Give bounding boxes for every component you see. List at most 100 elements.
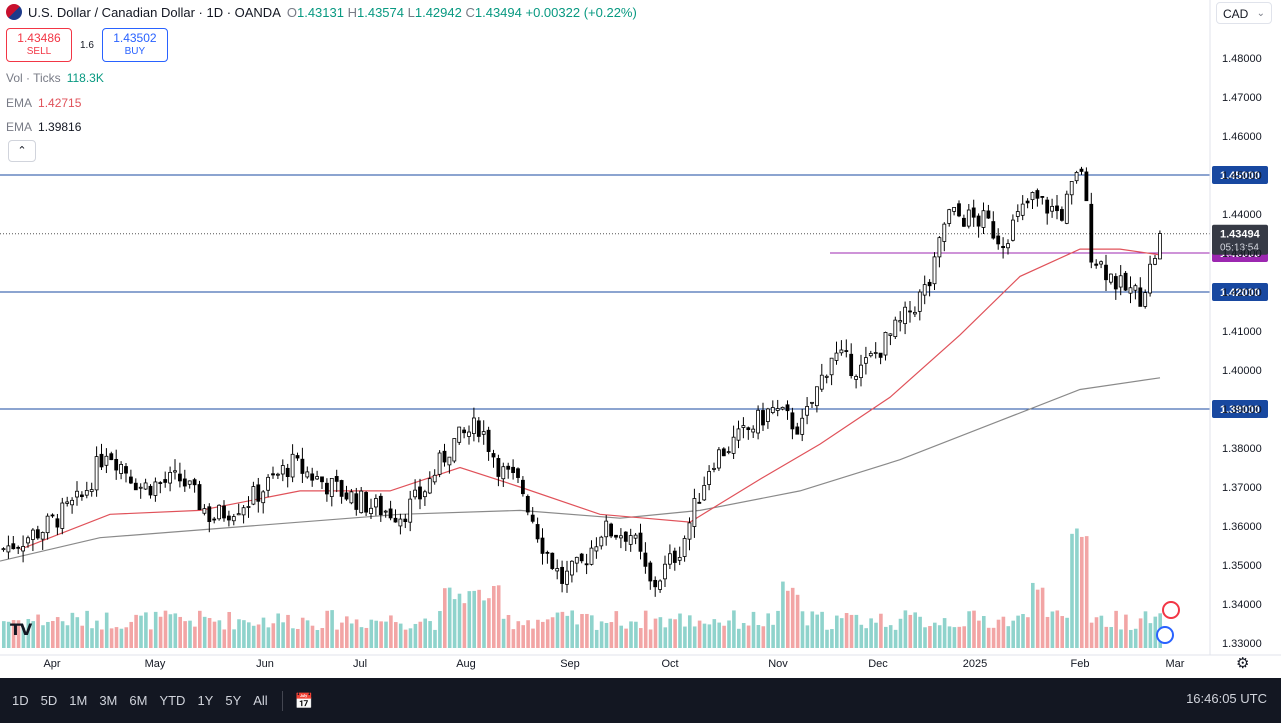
candle-body [1055, 205, 1059, 212]
volume-bar [683, 626, 687, 648]
candle-body [859, 364, 863, 379]
canada-event-icon[interactable] [1162, 601, 1180, 619]
volume-bar [937, 625, 942, 648]
volume-bar [952, 627, 957, 648]
symbol-title[interactable]: U.S. Dollar / Canadian Dollar · 1D · OAN… [28, 4, 281, 20]
volume-bar [942, 618, 947, 648]
chart-settings-gear-icon[interactable]: ⚙ [1236, 655, 1250, 672]
volume-bar [751, 611, 756, 648]
ema2-legend[interactable]: EMA 1.39816 [6, 120, 81, 134]
us-event-icon[interactable] [1156, 626, 1174, 644]
volume-bar [506, 614, 511, 648]
range-ytd[interactable]: YTD [159, 693, 186, 708]
price-chart[interactable]: 1.45000 1.42000 1.39000 1.43000 1.43494 05:13… [0, 0, 1281, 678]
ohlc-close: 1.43494 [474, 4, 522, 20]
candle-body [55, 518, 60, 528]
range-6m[interactable]: 6M [129, 693, 148, 708]
volume-bar [423, 618, 427, 648]
volume-bar [1119, 629, 1123, 648]
candle-body [917, 291, 922, 312]
volume-bar [1133, 628, 1138, 648]
y-tick-label: 1.38000 [1222, 443, 1262, 455]
candle-body [707, 471, 711, 485]
y-tick-label: 1.41000 [1222, 326, 1262, 338]
candle-body [819, 374, 824, 390]
volume-bar [340, 622, 344, 648]
volume-bar [1099, 615, 1104, 648]
candle-body [1064, 193, 1069, 224]
volume-bar [643, 610, 648, 648]
candlesticks [1, 166, 1162, 597]
candle-body [756, 409, 760, 434]
volume-bar [11, 620, 16, 648]
candle-body [854, 376, 858, 380]
candle-body [153, 481, 158, 496]
candle-body [574, 556, 579, 564]
volume-bar [232, 629, 236, 648]
volume-bar [947, 626, 952, 648]
x-tick-label: Jul [353, 658, 367, 670]
range-3m[interactable]: 3M [99, 693, 118, 708]
collapse-legend-button[interactable]: ⌃ [8, 140, 36, 162]
candle-body [530, 514, 535, 522]
candle-body [143, 482, 148, 490]
volume-bar [722, 625, 726, 648]
candle-body [834, 352, 839, 361]
range-5y[interactable]: 5Y [225, 693, 242, 708]
candle-body [99, 453, 104, 468]
volume-bar [212, 621, 217, 648]
candle-body [1148, 263, 1152, 294]
currency-selector[interactable]: CAD ⌄ [1216, 2, 1272, 24]
candle-body [658, 580, 662, 590]
volume-bar [580, 614, 584, 648]
range-1y[interactable]: 1Y [197, 693, 214, 708]
candle-body [516, 468, 520, 478]
volume-bar [217, 620, 222, 648]
candle-body [800, 417, 805, 435]
candle-body [452, 438, 457, 462]
candle-body [104, 455, 109, 466]
candle-body [952, 207, 956, 212]
volume-indicator-legend[interactable]: Vol · Ticks 118.3K [6, 71, 104, 85]
candle-body [731, 436, 736, 454]
calendar-icon[interactable]: 📅 [294, 692, 314, 710]
ohlc-change: +0.00322 (+0.22%) [525, 4, 637, 20]
candle-body [1143, 292, 1148, 307]
volume-bar [830, 629, 834, 648]
range-all[interactable]: All [253, 693, 268, 708]
candle-body [594, 546, 599, 552]
range-1m[interactable]: 1M [69, 693, 88, 708]
volume-bar [913, 612, 917, 648]
symbol-header: U.S. Dollar / Canadian Dollar · 1D · OAN… [6, 4, 637, 20]
range-5d[interactable]: 5D [40, 693, 58, 708]
candle-body [231, 516, 236, 522]
volume-bar [168, 614, 173, 648]
candle-body [770, 407, 775, 414]
volume-bar [51, 620, 55, 648]
volume-bar [737, 628, 741, 648]
volume-bar [604, 622, 609, 648]
candle-body [462, 429, 467, 434]
candle-body [315, 476, 320, 480]
candle-body [868, 353, 873, 357]
volume-bar [300, 617, 305, 648]
volume-bar [521, 625, 525, 648]
volume-bar [325, 610, 329, 648]
ema1-legend[interactable]: EMA 1.42715 [6, 96, 81, 110]
volume-bar [776, 610, 780, 648]
x-tick-label: 2025 [963, 658, 987, 670]
candle-body [937, 237, 942, 258]
candle-body [736, 428, 741, 441]
buy-button[interactable]: 1.43502 BUY [101, 28, 168, 62]
candle-body [271, 473, 275, 476]
candle-body [261, 491, 266, 504]
candle-body [84, 490, 89, 496]
sell-button[interactable]: 1.43486 SELL [6, 28, 72, 62]
tradingview-logo[interactable]: TV [10, 620, 32, 639]
volume-bar [247, 622, 251, 648]
candle-body [11, 543, 16, 550]
volume-bar [364, 627, 369, 648]
range-1d[interactable]: 1D [12, 693, 29, 708]
candle-body [790, 412, 795, 430]
volume-bar [501, 618, 506, 648]
